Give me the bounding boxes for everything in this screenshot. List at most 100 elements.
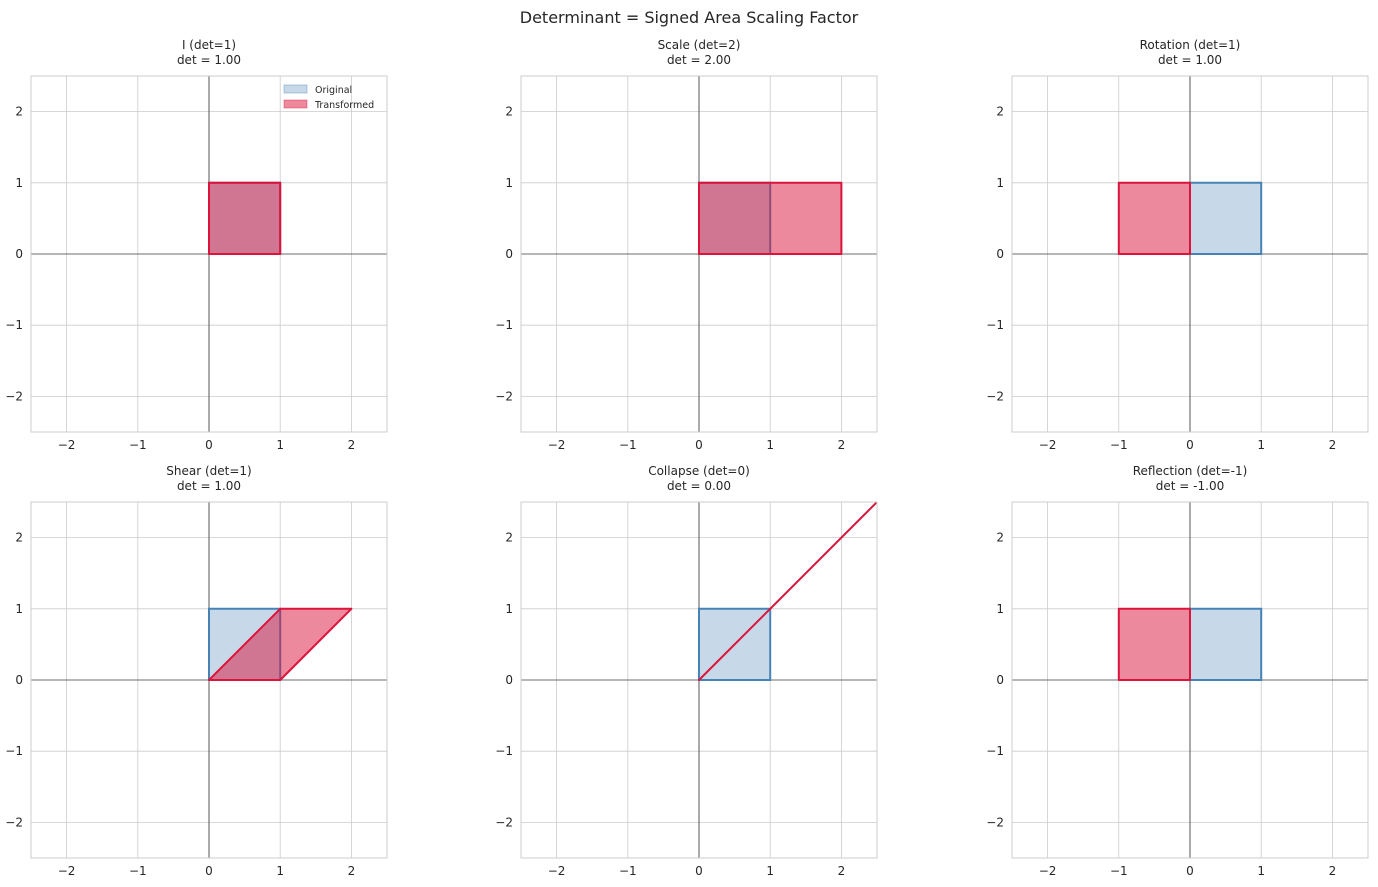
- subplot-title: Scale (det=2): [658, 38, 741, 52]
- x-tick-label: −2: [58, 438, 76, 452]
- axes-frame: [1011, 501, 1369, 859]
- x-tick-label: −1: [619, 864, 637, 878]
- x-tick-label: −2: [1039, 864, 1057, 878]
- y-tick-label: −1: [986, 744, 1004, 758]
- axes-frame: [1011, 75, 1369, 433]
- plot-area: [698, 502, 877, 681]
- y-tick-label: −1: [5, 744, 23, 758]
- y-tick-label: −2: [495, 389, 513, 403]
- legend: Original Transformed: [283, 84, 374, 111]
- y-tick-label: 1: [15, 602, 23, 616]
- axes-frame: [30, 501, 388, 859]
- transformed-shape: [1117, 181, 1191, 255]
- axes-frame: [520, 75, 878, 433]
- x-tick-label: −1: [1110, 438, 1128, 452]
- x-tick-label: 1: [276, 438, 284, 452]
- y-tick-label: 2: [15, 531, 23, 545]
- y-tick-label: −1: [495, 744, 513, 758]
- plot-area: [208, 181, 282, 255]
- y-tick-label: −1: [5, 318, 23, 332]
- x-tick-label: 2: [348, 438, 356, 452]
- transformed-shape: [698, 502, 877, 681]
- subplot-5: −2 −2 −1 −1 0 0 1 1 2 2 Reflection (det=-1)det = -…: [986, 464, 1369, 878]
- x-tick-label: 0: [205, 438, 213, 452]
- y-tick-label: 1: [996, 602, 1004, 616]
- y-tick-label: 1: [505, 176, 513, 190]
- y-tick-label: 2: [505, 105, 513, 119]
- x-tick-label: −2: [1039, 438, 1057, 452]
- x-tick-label: 1: [276, 864, 284, 878]
- x-tick-label: 0: [695, 438, 703, 452]
- y-tick-label: 0: [505, 673, 513, 687]
- subplot-3: −2 −2 −1 −1 0 0 1 1 2 2 Shear (det=1)det = 1.00: [5, 464, 388, 878]
- subplot-subtitle: det = -1.00: [1156, 479, 1224, 493]
- legend-label-original: Original: [315, 85, 352, 96]
- x-tick-label: 2: [838, 438, 846, 452]
- x-tick-label: 2: [1329, 864, 1337, 878]
- x-tick-label: −2: [548, 864, 566, 878]
- transformed-shape: [208, 181, 282, 255]
- transformed-shape: [208, 607, 353, 681]
- plot-area: [1117, 181, 1263, 255]
- subplot-2: −2 −2 −1 −1 0 0 1 1 2 2 Rotation (det=1)det = 1.00: [986, 38, 1369, 452]
- y-tick-label: 0: [996, 247, 1004, 261]
- subplot-subtitle: det = 2.00: [667, 53, 731, 67]
- subplot-subtitle: det = 1.00: [1158, 53, 1222, 67]
- subplot-title: Shear (det=1): [166, 464, 251, 478]
- original-square: [1189, 181, 1263, 255]
- y-tick-label: −1: [495, 318, 513, 332]
- y-tick-label: 1: [15, 176, 23, 190]
- transformed-shape: [1117, 607, 1191, 681]
- y-tick-label: 0: [505, 247, 513, 261]
- x-tick-label: 0: [1186, 864, 1194, 878]
- plot-area: [208, 607, 353, 681]
- y-tick-label: 1: [996, 176, 1004, 190]
- subplot-subtitle: det = 1.00: [177, 53, 241, 67]
- x-tick-label: 1: [1257, 438, 1265, 452]
- y-tick-label: 0: [996, 673, 1004, 687]
- legend-swatch-transformed: [283, 99, 308, 109]
- subplot-subtitle: det = 0.00: [667, 479, 731, 493]
- x-tick-label: 2: [1329, 438, 1337, 452]
- y-tick-label: 2: [15, 105, 23, 119]
- figure-title: Determinant = Signed Area Scaling Factor: [520, 8, 859, 27]
- y-tick-label: 2: [996, 105, 1004, 119]
- x-tick-label: 1: [1257, 864, 1265, 878]
- x-tick-label: 1: [766, 864, 774, 878]
- subplot-4: −2 −2 −1 −1 0 0 1 1 2 2 Collapse (det=0)det = 0.00: [495, 464, 878, 878]
- subplot-title: Collapse (det=0): [648, 464, 750, 478]
- subplot-0: −2 −2 −1 −1 0 0 1 1 2 2 I (det=1)det = 1.00 Origina…: [5, 38, 388, 452]
- y-tick-label: 2: [505, 531, 513, 545]
- x-tick-label: 1: [766, 438, 774, 452]
- axes-frame: [520, 501, 878, 859]
- x-tick-label: −1: [129, 438, 147, 452]
- y-tick-label: 0: [15, 247, 23, 261]
- transformed-shape: [698, 181, 843, 255]
- subplot-subtitle: det = 1.00: [177, 479, 241, 493]
- x-tick-label: −2: [548, 438, 566, 452]
- x-tick-label: −1: [129, 864, 147, 878]
- x-tick-label: −1: [1110, 864, 1128, 878]
- subplot-1: −2 −2 −1 −1 0 0 1 1 2 2 Scale (det=2)det = 2.00: [495, 38, 878, 452]
- x-tick-label: −2: [58, 864, 76, 878]
- original-square: [1189, 607, 1263, 681]
- x-tick-label: 0: [205, 864, 213, 878]
- subplot-title: Rotation (det=1): [1140, 38, 1241, 52]
- y-tick-label: 2: [996, 531, 1004, 545]
- y-tick-label: −1: [986, 318, 1004, 332]
- subplot-title: I (det=1): [182, 38, 236, 52]
- x-tick-label: −1: [619, 438, 637, 452]
- x-tick-label: 0: [1186, 438, 1194, 452]
- y-tick-label: 0: [15, 673, 23, 687]
- y-tick-label: −2: [5, 389, 23, 403]
- axes-frame: [30, 75, 388, 433]
- y-tick-label: −2: [495, 815, 513, 829]
- y-tick-label: 1: [505, 602, 513, 616]
- legend-swatch-original: [283, 84, 308, 94]
- y-tick-label: −2: [986, 389, 1004, 403]
- subplot-title: Reflection (det=-1): [1133, 464, 1248, 478]
- plot-area: [698, 181, 843, 255]
- y-tick-label: −2: [986, 815, 1004, 829]
- plot-area: [1117, 607, 1263, 681]
